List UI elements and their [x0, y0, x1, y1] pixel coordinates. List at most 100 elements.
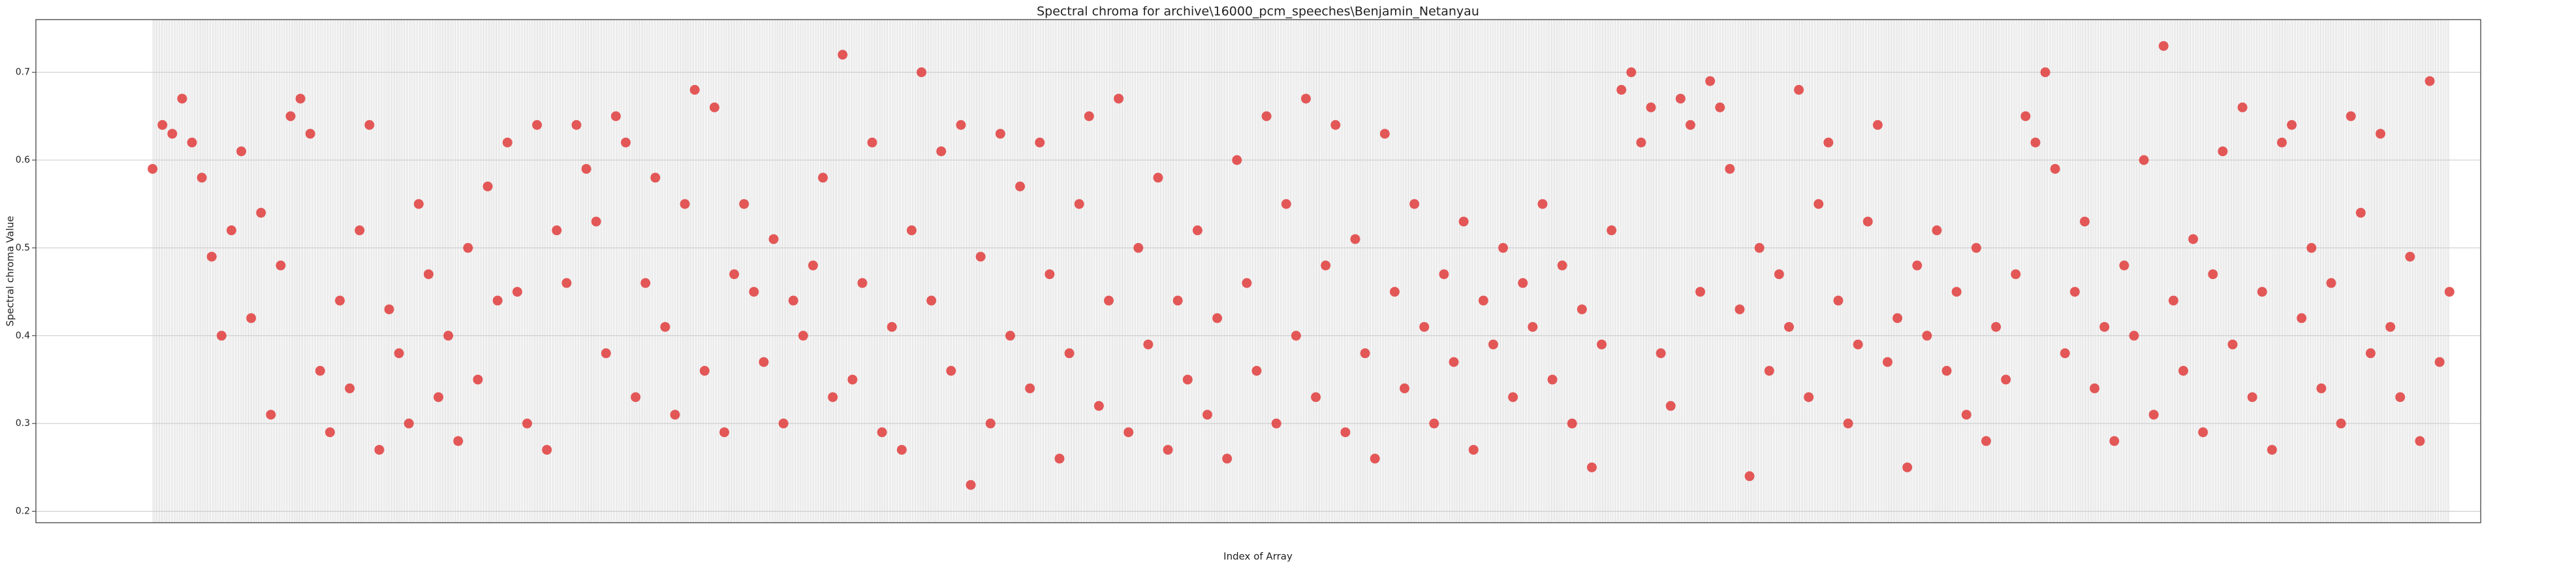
point [1133, 242, 1144, 253]
point [1823, 137, 1834, 148]
point [275, 260, 286, 270]
point [1626, 67, 1637, 78]
point [335, 295, 345, 306]
point [2276, 137, 2287, 148]
point [522, 418, 533, 429]
point [1882, 357, 1893, 367]
point [1281, 199, 1291, 209]
point [581, 163, 591, 174]
point [354, 225, 365, 236]
point [1971, 242, 1981, 253]
point [808, 260, 818, 270]
point [463, 242, 473, 253]
point [1035, 137, 1045, 148]
point [2287, 120, 2297, 130]
point [1783, 321, 1794, 332]
point [1103, 295, 1114, 306]
point [601, 348, 611, 359]
point [1932, 225, 1942, 236]
point [788, 295, 798, 306]
point [2365, 348, 2376, 359]
point [256, 208, 266, 218]
point [660, 321, 670, 332]
point [2079, 216, 2090, 227]
point [1586, 462, 1597, 472]
point [798, 331, 808, 341]
point [364, 120, 375, 130]
point [995, 129, 1005, 139]
point [838, 50, 848, 60]
point [512, 287, 522, 297]
point [2257, 287, 2267, 297]
point [1567, 418, 1577, 429]
point [680, 199, 690, 209]
point [2415, 436, 2425, 446]
plot-frame [35, 19, 2481, 523]
point [2168, 295, 2178, 306]
point [1025, 383, 1035, 393]
point [2336, 418, 2346, 429]
point [1399, 383, 1409, 393]
point [1902, 462, 1913, 472]
point [1232, 155, 1242, 165]
point [2178, 366, 2188, 376]
point [1656, 348, 1666, 359]
point [157, 120, 168, 130]
point [325, 427, 336, 438]
point [2227, 339, 2238, 350]
point [1389, 287, 1400, 297]
point [2425, 76, 2435, 86]
point [1291, 331, 1301, 341]
point [1685, 120, 1695, 130]
point [1735, 304, 1745, 314]
point [1518, 278, 1528, 288]
chart-title: Spectral chroma for archive\16000_pcm_sp… [1037, 5, 1479, 19]
point [867, 137, 877, 148]
point [187, 137, 197, 148]
point [1528, 321, 1538, 332]
point [2139, 155, 2149, 165]
point [1607, 225, 1617, 236]
point [433, 392, 444, 402]
point [650, 172, 661, 183]
point [1764, 366, 1774, 376]
point [1163, 444, 1173, 455]
point [1794, 85, 1804, 95]
point [877, 427, 887, 438]
points [148, 41, 2455, 490]
x-axis-label: Index of Array [1223, 551, 1293, 563]
point [2346, 111, 2356, 122]
point [2129, 331, 2139, 341]
point [2355, 208, 2366, 218]
point [670, 410, 680, 420]
y-axis-label: Spectral chroma Value [5, 216, 16, 326]
point [1172, 295, 1183, 306]
point [2385, 321, 2396, 332]
point [2247, 392, 2257, 402]
point [1833, 295, 1844, 306]
point [1912, 260, 1923, 270]
point [1182, 374, 1193, 385]
point [1458, 216, 1469, 227]
point [1005, 331, 1015, 341]
y-tick-label: 0.2 [16, 506, 30, 517]
point [956, 120, 966, 130]
point [1074, 199, 1084, 209]
point [236, 146, 247, 157]
point [1665, 401, 1676, 411]
point [2237, 102, 2248, 112]
point [985, 418, 996, 429]
point [2375, 129, 2385, 139]
point [1202, 410, 1212, 420]
point [1597, 339, 1607, 350]
point [384, 304, 394, 314]
point [1340, 427, 1351, 438]
point [946, 366, 956, 376]
point [1715, 102, 1725, 112]
point [1862, 216, 1873, 227]
point [1498, 242, 1509, 253]
point [759, 357, 769, 367]
point [1508, 392, 1518, 402]
point [1557, 260, 1567, 270]
